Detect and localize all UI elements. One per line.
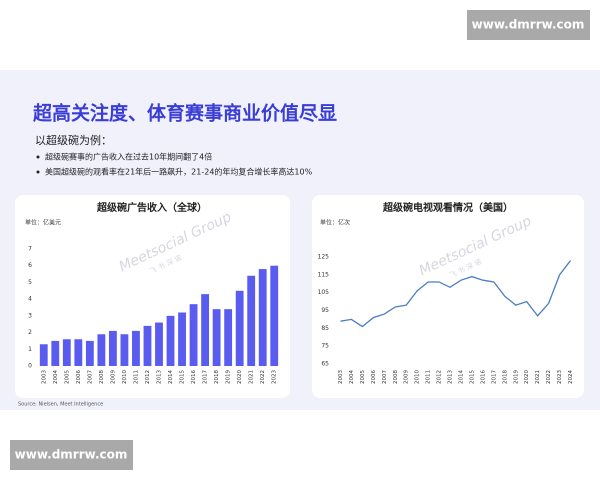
x-tick-label: 2023 — [557, 370, 563, 384]
x-tick-label: 2009 — [110, 370, 116, 384]
y-tick-label: 6 — [28, 262, 32, 269]
bar — [247, 275, 256, 366]
x-tick-label: 2012 — [437, 370, 443, 384]
chart-title: 超级碗电视观看情况（美国） — [382, 201, 513, 214]
bar — [97, 334, 106, 366]
chart-card — [15, 195, 290, 398]
bar — [108, 330, 117, 366]
y-tick-label: 105 — [318, 289, 330, 296]
bar — [62, 339, 71, 366]
bar — [120, 334, 129, 366]
bar — [235, 290, 244, 366]
x-tick-label: 2023 — [272, 370, 278, 384]
line — [340, 260, 572, 328]
watermark: www.dmrrw.com — [15, 448, 128, 462]
bar — [85, 340, 94, 366]
unit-label: 单位：亿次 — [320, 219, 350, 227]
x-tick-label: 2003 — [338, 370, 344, 384]
bar — [212, 309, 221, 366]
x-tick-label: 2010 — [122, 370, 128, 384]
x-tick-label: 2016 — [480, 370, 486, 384]
bar — [166, 315, 175, 366]
subtitle: 以超级碗为例： — [35, 133, 112, 147]
x-tick-label: 2016 — [191, 370, 197, 384]
x-tick-label: 2004 — [53, 370, 59, 384]
source: Source: Nielsen, Meet Intelligence — [18, 402, 103, 408]
y-tick-label: 0 — [28, 363, 32, 370]
bullet: 超级碗赛事的广告收入在过去10年期间翻了4倍 — [45, 152, 212, 162]
bar — [201, 294, 210, 366]
x-tick-label: 2006 — [371, 370, 377, 384]
bar — [155, 322, 163, 366]
y-tick-label: 2 — [28, 329, 32, 336]
bar — [51, 340, 60, 366]
bar — [39, 344, 48, 366]
bar — [270, 265, 279, 366]
x-tick-label: 2018 — [502, 370, 508, 384]
x-tick-label: 2021 — [535, 370, 541, 384]
watermark-box — [10, 440, 133, 470]
x-tick-label: 2011 — [133, 370, 139, 384]
x-tick-label: 2017 — [491, 370, 497, 384]
y-tick-label: 95 — [321, 307, 329, 314]
bar — [74, 339, 83, 366]
y-tick-label: 4 — [28, 296, 32, 303]
y-tick-label: 125 — [318, 254, 330, 261]
x-tick-label: 2020 — [237, 370, 243, 384]
y-tick-label: 65 — [321, 361, 329, 368]
x-tick-label: 2004 — [349, 370, 355, 384]
x-tick-label: 2010 — [415, 370, 421, 384]
bar — [143, 325, 152, 366]
x-tick-label: 2013 — [157, 370, 163, 384]
watermark: www.dmrrw.com — [472, 18, 585, 32]
x-tick-label: 2006 — [76, 370, 82, 384]
bar — [132, 330, 140, 366]
y-tick-label: 1 — [28, 346, 32, 353]
bar — [258, 269, 267, 366]
x-tick-label: 2014 — [458, 370, 464, 384]
x-tick-label: 2017 — [203, 370, 209, 384]
x-tick-label: 2014 — [168, 370, 174, 384]
bullet-dot — [36, 170, 40, 174]
y-tick-label: 5 — [28, 279, 32, 286]
chart-title: 超级碗广告收入（全球） — [96, 201, 207, 214]
x-tick-label: 2015 — [180, 370, 186, 384]
watermark-box — [467, 10, 590, 40]
y-tick-label: 85 — [321, 325, 329, 332]
x-tick-label: 2024 — [568, 370, 574, 384]
slide-title: 超高关注度、体育赛事商业价值尽显 — [32, 102, 337, 125]
x-tick-label: 2020 — [524, 370, 530, 384]
x-tick-label: 2022 — [260, 370, 266, 384]
x-tick-label: 2005 — [360, 370, 366, 384]
bullet-dot — [36, 155, 40, 159]
y-tick-label: 75 — [321, 343, 329, 350]
chart-card — [312, 195, 584, 398]
unit-label: 单位：亿美元 — [25, 219, 61, 227]
bar — [224, 309, 233, 366]
x-tick-label: 2003 — [41, 370, 47, 384]
x-tick-label: 2013 — [448, 370, 454, 384]
x-tick-label: 2009 — [404, 370, 410, 384]
bullet: 美国超级碗的观看率在21年后一路飙升，21-24的年均复合增长率高达10% — [45, 167, 313, 177]
x-tick-label: 2011 — [426, 370, 432, 384]
bar — [178, 312, 186, 366]
x-tick-label: 2012 — [145, 370, 151, 384]
x-tick-label: 2007 — [87, 370, 93, 384]
x-tick-label: 2015 — [469, 370, 475, 384]
x-tick-label: 2019 — [226, 370, 232, 384]
y-tick-label: 115 — [318, 271, 330, 278]
y-tick-label: 7 — [28, 246, 32, 253]
x-tick-label: 2018 — [214, 370, 220, 384]
x-tick-label: 2008 — [99, 370, 105, 384]
y-tick-label: 3 — [28, 312, 32, 319]
x-tick-label: 2019 — [513, 370, 519, 384]
x-tick-label: 2022 — [546, 370, 552, 384]
x-tick-label: 2005 — [64, 370, 70, 384]
x-tick-label: 2008 — [393, 370, 399, 384]
x-tick-label: 2007 — [382, 370, 388, 384]
bar — [189, 304, 198, 366]
x-tick-label: 2021 — [249, 370, 255, 384]
